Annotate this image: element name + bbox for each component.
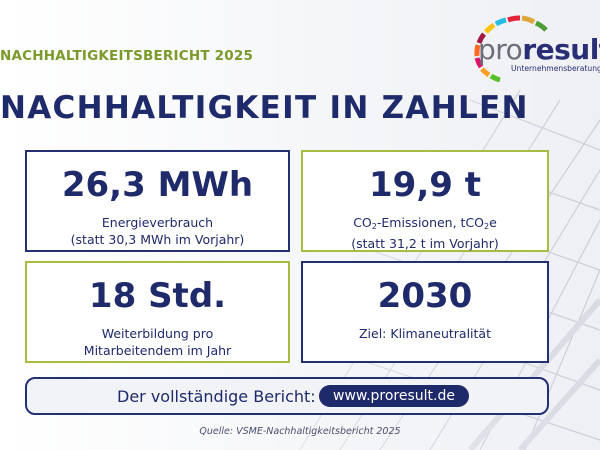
stat-value: 19,9 t xyxy=(369,165,481,205)
stat-card-emissions: 19,9 t CO2-Emissionen, tCO2e (statt 31,2… xyxy=(301,150,549,252)
logo-word-result: result xyxy=(522,33,600,66)
website-link-button[interactable]: www.proresult.de xyxy=(319,385,469,407)
logo-subtitle: Unternehmensberatung AG xyxy=(511,64,600,73)
stat-note: (statt 30,3 MWh im Vorjahr) xyxy=(70,232,245,247)
stat-label: CO2-Emissionen, tCO2e xyxy=(353,215,497,231)
stat-label: Energieverbrauch xyxy=(101,215,214,230)
banner-label: Der vollständige Bericht: xyxy=(117,387,316,406)
report-kicker: NACHHALTIGKEITSBERICHT 2025 xyxy=(0,48,254,64)
stat-card-climate-goal: 2030 Ziel: Klimaneutralität xyxy=(301,261,549,363)
logo-word-pro: pro xyxy=(478,33,523,66)
stat-value: 18 Std. xyxy=(88,276,227,316)
stat-note: (statt 31,2 t im Vorjahr) xyxy=(351,236,499,251)
stat-card-training: 18 Std. Weiterbildung pro Mitarbeitendem… xyxy=(25,261,290,363)
stat-note: Mitarbeitendem im Jahr xyxy=(83,343,232,358)
stat-value: 26,3 MWh xyxy=(61,165,254,205)
page-title: NACHHALTIGKEIT IN ZAHLEN xyxy=(0,90,529,126)
report-link-banner: Der vollständige Bericht: www.proresult.… xyxy=(25,377,549,415)
stat-value: 2030 xyxy=(377,276,473,316)
source-caption: Quelle: VSME-Nachhaltigkeitsbericht 2025 xyxy=(199,426,401,437)
stat-label: Weiterbildung pro xyxy=(101,326,214,341)
stat-card-energy: 26,3 MWh Energieverbrauch (statt 30,3 MW… xyxy=(25,150,290,252)
proresult-logo-ring-icon xyxy=(474,15,548,82)
logo-wordmark: proresult xyxy=(478,33,600,66)
stat-label: Ziel: Klimaneutralität xyxy=(358,326,491,341)
